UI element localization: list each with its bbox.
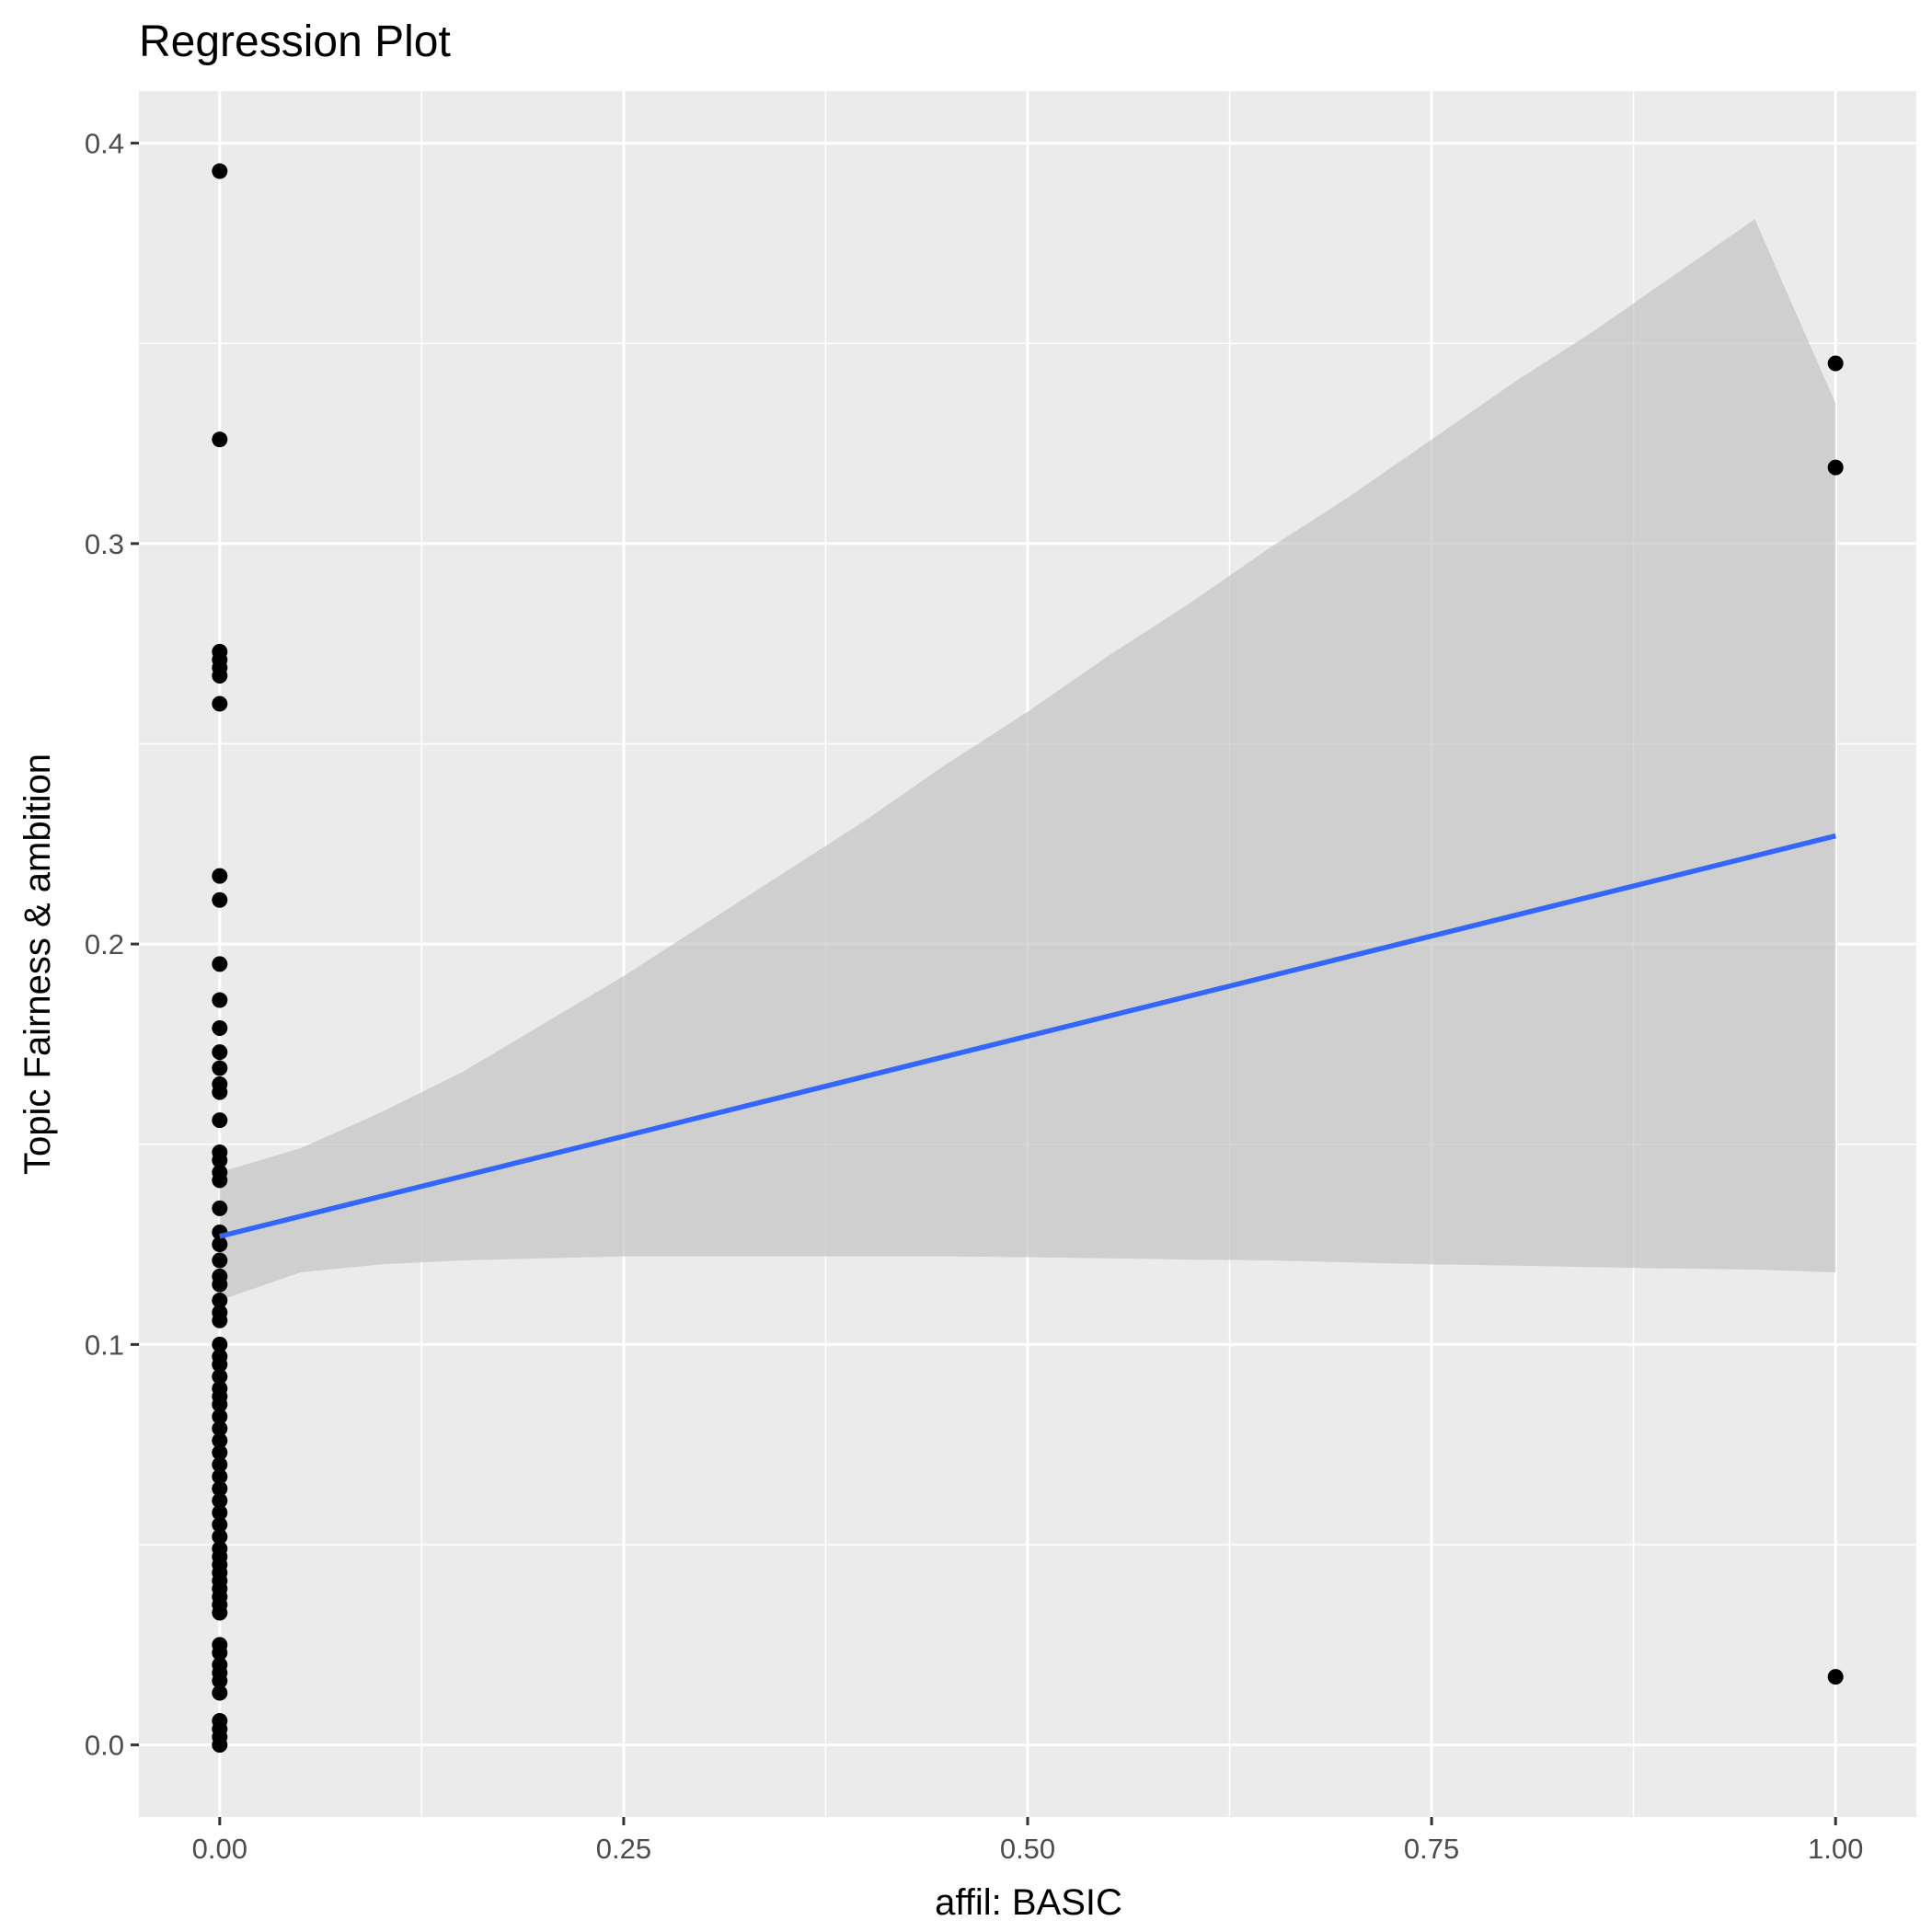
y-tick-label: 0.3 xyxy=(85,528,124,560)
data-point xyxy=(212,1356,228,1373)
data-point xyxy=(212,1504,228,1521)
confidence-band xyxy=(219,219,1836,1301)
data-point xyxy=(212,1200,228,1216)
y-axis: 0.0 0.1 0.2 0.3 0.4 xyxy=(85,128,139,1762)
data-point xyxy=(212,1737,228,1754)
data-point xyxy=(212,667,228,684)
confidence-band-layer xyxy=(219,219,1836,1301)
data-point xyxy=(212,1528,228,1545)
data-point xyxy=(212,1044,228,1061)
data-point xyxy=(212,1397,228,1413)
points-layer xyxy=(212,163,1844,1754)
data-point xyxy=(212,1456,228,1473)
y-tick-label: 0.4 xyxy=(85,128,124,160)
chart-title: Regression Plot xyxy=(139,17,451,66)
data-point xyxy=(212,1432,228,1449)
data-point xyxy=(212,1236,228,1253)
data-point xyxy=(212,1645,228,1662)
data-point xyxy=(212,1368,228,1385)
data-point xyxy=(1827,1669,1844,1685)
data-point xyxy=(212,1336,228,1352)
x-axis: 0.00 0.25 0.50 0.75 1.00 xyxy=(192,1817,1863,1865)
data-point xyxy=(212,891,228,908)
data-point xyxy=(212,1468,228,1485)
x-tick-label: 0.25 xyxy=(596,1833,651,1865)
data-point xyxy=(212,992,228,1008)
data-point xyxy=(212,431,228,448)
data-point xyxy=(212,163,228,179)
data-point xyxy=(212,1020,228,1037)
y-tick-label: 0.2 xyxy=(85,928,124,960)
data-point xyxy=(212,1492,228,1509)
regression-line xyxy=(219,833,1836,1239)
data-point xyxy=(212,1152,228,1168)
data-point xyxy=(212,1480,228,1497)
data-point xyxy=(212,1084,228,1100)
x-tick-label: 1.00 xyxy=(1808,1833,1863,1865)
data-point xyxy=(212,956,228,972)
data-point xyxy=(212,1060,228,1076)
data-point xyxy=(1827,459,1844,476)
x-tick-label: 0.75 xyxy=(1404,1833,1459,1865)
data-point xyxy=(212,1172,228,1189)
y-tick-label: 0.1 xyxy=(85,1328,124,1361)
data-point xyxy=(212,1604,228,1621)
data-point xyxy=(212,868,228,884)
data-point xyxy=(212,1112,228,1129)
data-point xyxy=(1827,355,1844,372)
x-tick-label: 0.00 xyxy=(192,1833,247,1865)
data-point xyxy=(212,1444,228,1461)
x-axis-title: affil: BASIC xyxy=(935,1882,1122,1923)
data-point xyxy=(212,1409,228,1425)
data-point xyxy=(212,1516,228,1533)
data-point xyxy=(212,1312,228,1328)
data-point xyxy=(212,696,228,712)
data-point xyxy=(212,1252,228,1269)
x-tick-label: 0.50 xyxy=(1000,1833,1055,1865)
y-axis-title: Topic Fairness & ambition xyxy=(17,753,58,1175)
data-point xyxy=(212,1293,228,1309)
fit-line-layer xyxy=(219,833,1836,1239)
data-point xyxy=(212,1685,228,1701)
data-point xyxy=(212,1276,228,1293)
y-tick-label: 0.0 xyxy=(85,1730,124,1762)
data-point xyxy=(212,1673,228,1689)
data-point xyxy=(212,1420,228,1437)
